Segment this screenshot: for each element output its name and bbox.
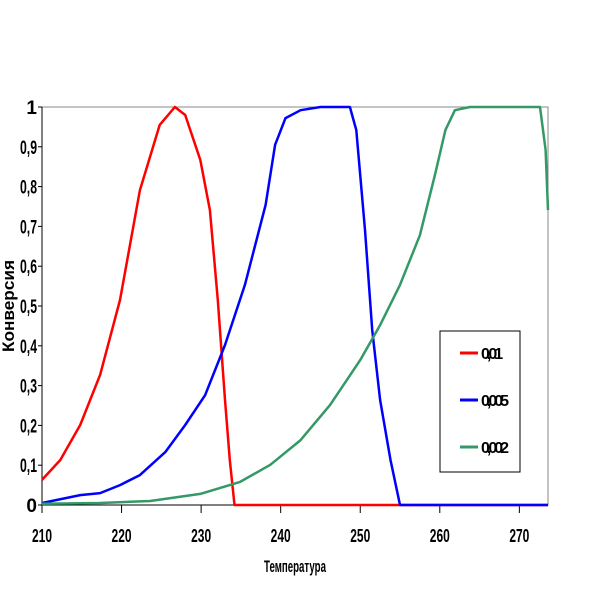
x-tick-label: 250 — [350, 526, 370, 546]
y-tick-label: 1 — [26, 98, 37, 119]
y-tick-label: 0,1 — [20, 456, 37, 477]
y-axis-label: Конверсия — [0, 260, 18, 352]
y-tick-label: 0,6 — [20, 257, 37, 278]
legend-box — [439, 330, 521, 473]
y-tick-label: 0,9 — [20, 138, 37, 159]
legend-label: 0,002 — [481, 440, 509, 457]
y-tick-label: 0 — [26, 496, 37, 517]
legend: 0,01 0,005 0,002 — [439, 330, 521, 473]
y-tick-label: 0,8 — [20, 178, 37, 199]
x-tick-label: 230 — [191, 526, 211, 546]
x-tick-label: 260 — [430, 526, 450, 546]
x-tick-label: 270 — [509, 526, 529, 546]
x-tick-label: 220 — [112, 526, 132, 546]
y-tick-label: 0,5 — [20, 297, 37, 318]
legend-label: 0,005 — [481, 393, 509, 410]
y-tick-label: 0,7 — [20, 217, 37, 238]
series-line-1 — [41, 105, 548, 507]
legend-label: 0,01 — [481, 346, 503, 363]
y-tick-label: 0,3 — [20, 377, 37, 398]
series-line-2 — [41, 105, 548, 507]
series-line-3 — [41, 105, 550, 506]
x-tick-label: 210 — [32, 526, 52, 546]
y-tick-label: 0,2 — [20, 416, 37, 437]
x-axis-label: Температура — [264, 557, 326, 576]
y-tick-label: 0,4 — [20, 337, 37, 358]
x-tick-label: 240 — [271, 526, 291, 546]
